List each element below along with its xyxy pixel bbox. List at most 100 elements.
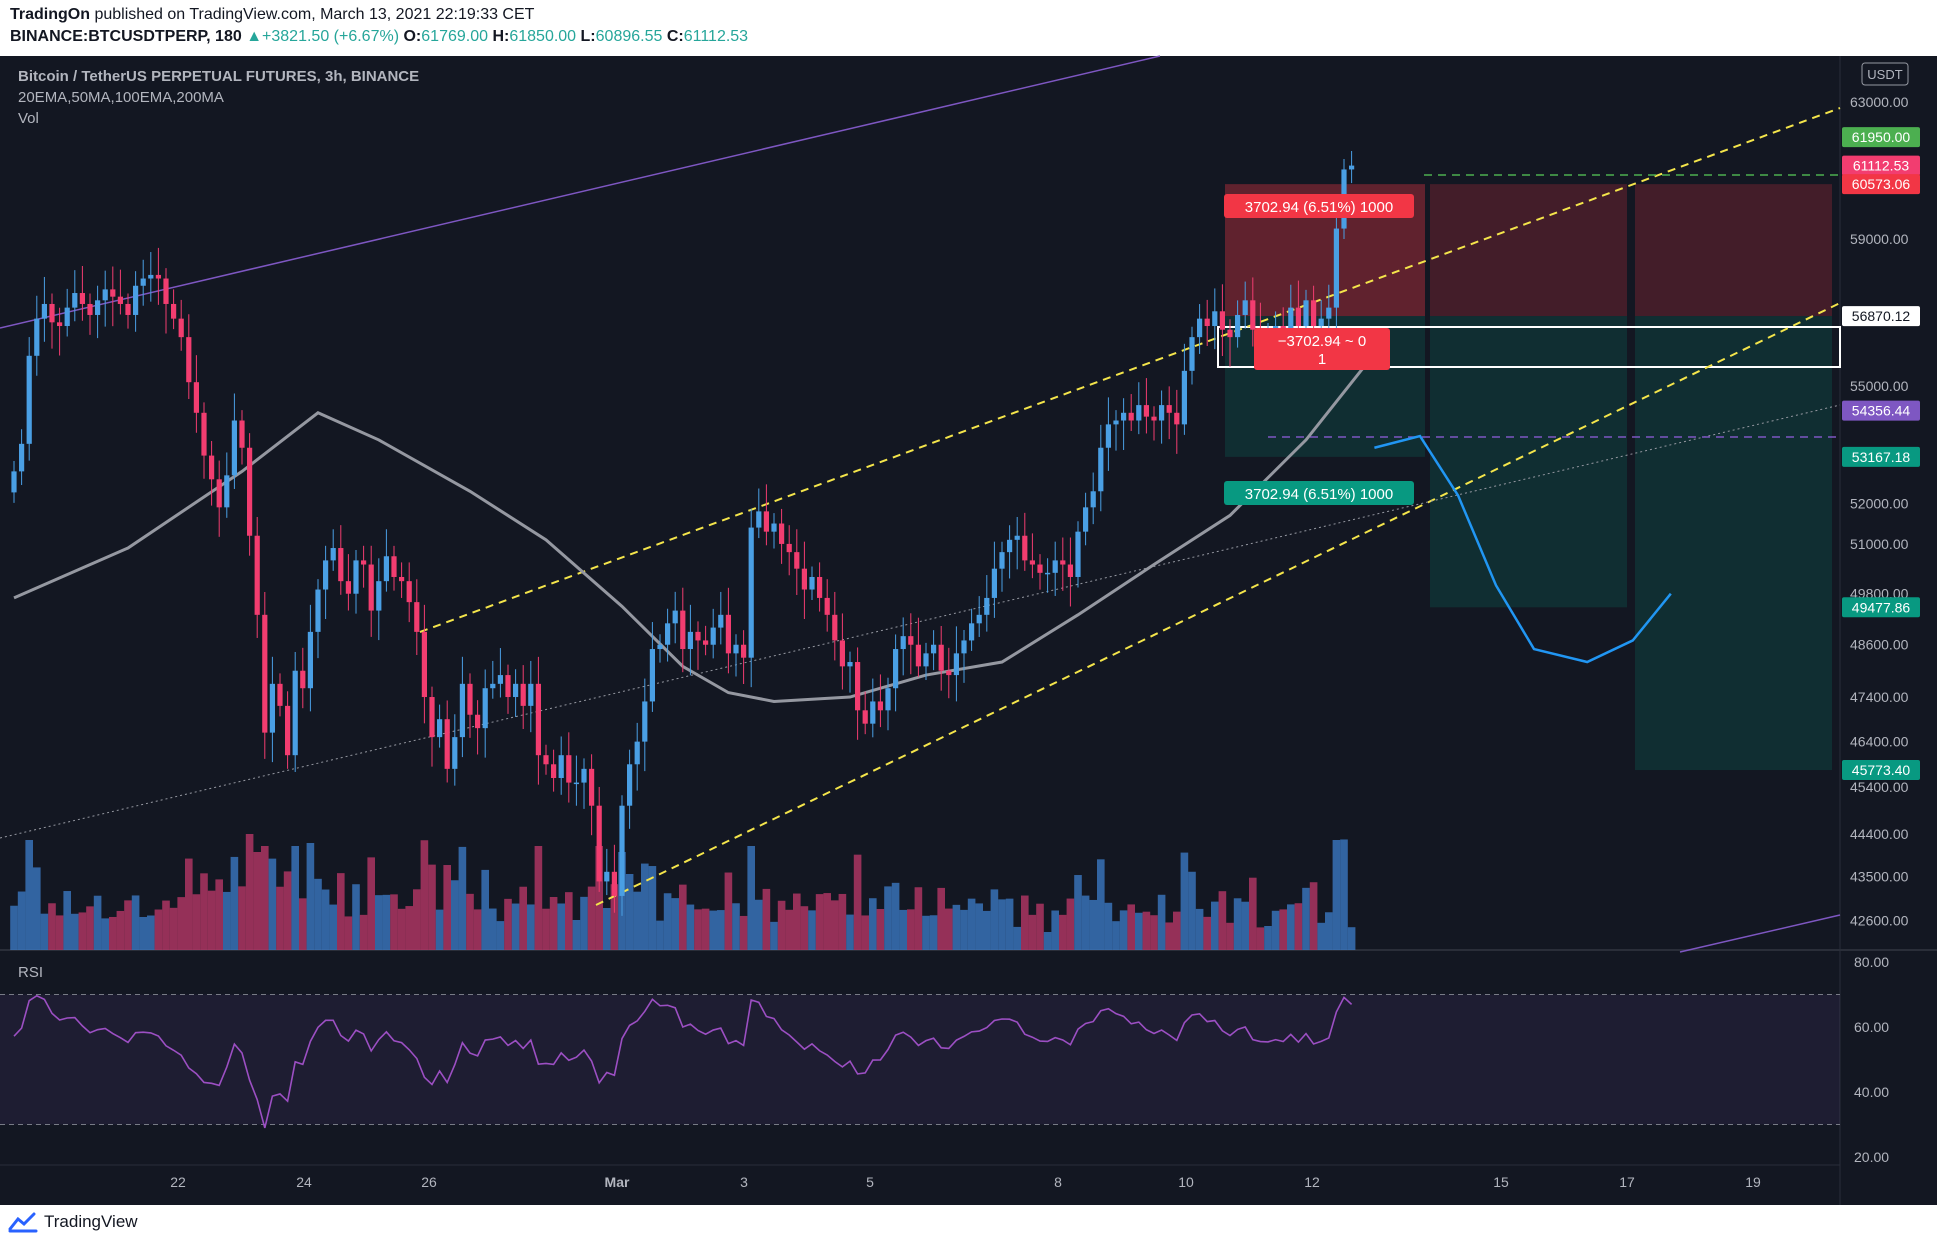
volume-bar <box>1051 910 1059 950</box>
volume-bar <box>891 882 900 950</box>
volume-bar <box>147 915 155 950</box>
candle-body <box>915 644 921 667</box>
candle-body <box>224 475 230 508</box>
volume-bar <box>1188 871 1196 950</box>
volume-bar <box>648 866 657 950</box>
candle-body <box>497 675 503 684</box>
dotted-trend-line <box>0 404 1841 839</box>
volume-bar <box>876 909 885 950</box>
volume-bar <box>899 909 907 950</box>
candle-body <box>1007 539 1013 553</box>
candle-body <box>1295 307 1301 327</box>
candle-body <box>117 296 123 304</box>
price-tick-label: 45400.00 <box>1850 779 1909 795</box>
rsi-band <box>0 994 1840 1125</box>
candle-body <box>1204 318 1210 327</box>
candle-body <box>528 683 534 706</box>
volume-bar <box>709 910 717 950</box>
volume-bar <box>397 908 406 950</box>
currency-label: USDT <box>1867 67 1902 82</box>
candle-body <box>589 768 595 806</box>
candle-body <box>680 610 686 650</box>
volume-bar <box>671 898 679 950</box>
candle-body <box>969 623 975 641</box>
volume-bar <box>192 894 201 950</box>
candle-body <box>1143 405 1149 417</box>
price-label-bg <box>1842 127 1920 148</box>
volume-legend: Vol <box>18 110 39 127</box>
candle-body <box>376 581 382 611</box>
candle-body <box>209 455 215 480</box>
candle-body <box>733 644 739 654</box>
candle-body <box>193 382 199 413</box>
price-tick-label: 63000.00 <box>1850 94 1909 110</box>
volume-bar <box>960 909 968 950</box>
candle-body <box>718 614 724 628</box>
candle-body <box>687 631 693 650</box>
volume-bar <box>823 893 831 950</box>
volume-bar <box>1043 932 1052 950</box>
publisher-name[interactable]: TradingOn <box>10 6 90 23</box>
time-tick-label: 26 <box>421 1174 437 1190</box>
center-label-bg <box>1254 328 1390 370</box>
volume-bar <box>511 903 520 950</box>
price-label-bg <box>1842 400 1920 421</box>
candle-body <box>1311 300 1317 327</box>
candle-body <box>368 564 374 611</box>
candle-body <box>307 631 313 689</box>
candle-body <box>832 614 838 641</box>
candle-body <box>756 511 762 528</box>
volume-bar <box>519 886 527 950</box>
candle-body <box>1242 300 1248 315</box>
volume-bar <box>276 886 284 950</box>
volume-bar <box>945 908 953 950</box>
volume-bar <box>48 903 56 950</box>
candle-body <box>247 447 253 536</box>
volume-bar <box>33 867 41 950</box>
volume-bar <box>595 846 603 950</box>
candle-body <box>216 479 222 508</box>
volume-bar <box>914 887 923 950</box>
candle-body <box>140 278 146 286</box>
candle-body <box>665 623 671 645</box>
candle-body <box>1288 307 1294 330</box>
volume-bar <box>314 878 322 950</box>
candle-body <box>839 640 845 667</box>
volume-bar <box>1028 914 1037 950</box>
candle-body <box>1060 560 1066 565</box>
candle-body <box>459 683 465 738</box>
candle-body <box>657 644 663 650</box>
high-value: 61850.00 <box>509 28 577 45</box>
candle-body <box>725 614 731 654</box>
candle-body <box>155 274 161 279</box>
rsi-legend: RSI <box>18 964 43 981</box>
candle-body <box>49 303 55 323</box>
candle-body <box>353 560 359 594</box>
volume-bar <box>686 904 695 950</box>
volume-bar <box>937 887 945 950</box>
volume-bar <box>352 884 360 950</box>
candle-body <box>1326 307 1332 319</box>
price-label: 61112.53 <box>1853 158 1910 174</box>
low-value: 60896.55 <box>595 28 663 45</box>
time-tick-label: 3 <box>740 1174 748 1190</box>
volume-bar <box>907 909 915 950</box>
candle-body <box>566 755 572 783</box>
volume-bar <box>466 893 474 950</box>
volume-bar <box>230 856 239 950</box>
volume-bar <box>603 908 611 950</box>
tradingview-logo[interactable]: TradingView <box>8 1211 138 1233</box>
candle-body <box>87 303 93 315</box>
volume-bar <box>1104 902 1113 950</box>
candle-body <box>406 581 412 603</box>
price-label-bg <box>1842 760 1920 781</box>
volume-bar <box>739 915 748 950</box>
volume-bar <box>717 910 725 950</box>
volume-bar <box>815 894 824 950</box>
candle-body <box>809 576 815 590</box>
price-label: 54356.44 <box>1852 403 1911 419</box>
time-tick-label: 19 <box>1745 1174 1761 1190</box>
candle-body <box>1189 337 1195 371</box>
volume-bar <box>884 886 892 950</box>
